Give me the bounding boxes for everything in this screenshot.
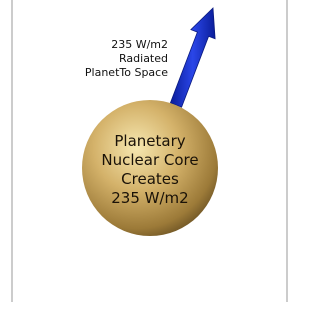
sphere-label: Creates	[121, 170, 179, 188]
sphere-label: Nuclear Core	[101, 151, 198, 169]
page: 235 W/m2 Radiated PlanetTo Space Planeta…	[0, 0, 299, 309]
diagram: 235 W/m2 Radiated PlanetTo Space Planeta…	[0, 0, 299, 309]
sphere-label: 235 W/m2	[111, 189, 188, 207]
radiation-arrow	[170, 8, 215, 107]
sphere-label: Planetary	[114, 132, 185, 150]
arrow-label: PlanetTo Space	[85, 66, 168, 79]
arrow-label: 235 W/m2	[111, 38, 168, 51]
arrow-label: Radiated	[119, 52, 168, 65]
